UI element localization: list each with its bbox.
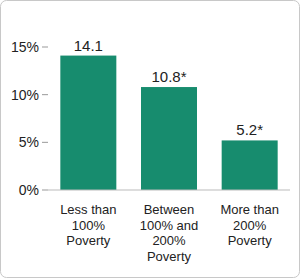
chart-frame (1, 1, 300, 278)
y-tick-label: 10% (11, 87, 39, 103)
data-label: 14.1 (74, 37, 103, 54)
category-label-line: Poverty (228, 233, 273, 248)
chart-svg: 0%5%10%15%14.1Less than100%Poverty10.8*B… (0, 0, 300, 278)
y-tick (42, 142, 48, 143)
category-label-line: 100% and (140, 218, 199, 233)
chart-container: 0%5%10%15%14.1Less than100%Poverty10.8*B… (0, 0, 300, 278)
y-tick-label: 15% (11, 39, 39, 55)
category-label-line: 200% (233, 218, 267, 233)
bar (222, 140, 278, 190)
category-label: More than200%Poverty (220, 202, 279, 248)
category-label: Between100% and200%Poverty (140, 202, 199, 264)
baseline (48, 190, 290, 191)
bars (60, 56, 277, 190)
category-label: Less than100%Poverty (60, 202, 116, 248)
category-label-line: Between (144, 202, 195, 217)
category-label-line: 100% (72, 218, 106, 233)
category-label-line: Poverty (66, 233, 111, 248)
y-tick (42, 190, 48, 191)
y-tick (42, 94, 48, 95)
category-label-line: Less than (60, 202, 116, 217)
y-tick-label: 0% (19, 182, 39, 198)
bar (60, 56, 116, 190)
data-label: 10.8* (151, 68, 186, 85)
category-label-line: 200% (152, 233, 186, 248)
category-label-line: More than (220, 202, 279, 217)
y-tick-label: 5% (19, 134, 39, 150)
category-label-line: Poverty (147, 249, 192, 264)
data-label: 5.2* (236, 121, 263, 138)
bar (141, 87, 197, 190)
y-tick (42, 47, 48, 48)
